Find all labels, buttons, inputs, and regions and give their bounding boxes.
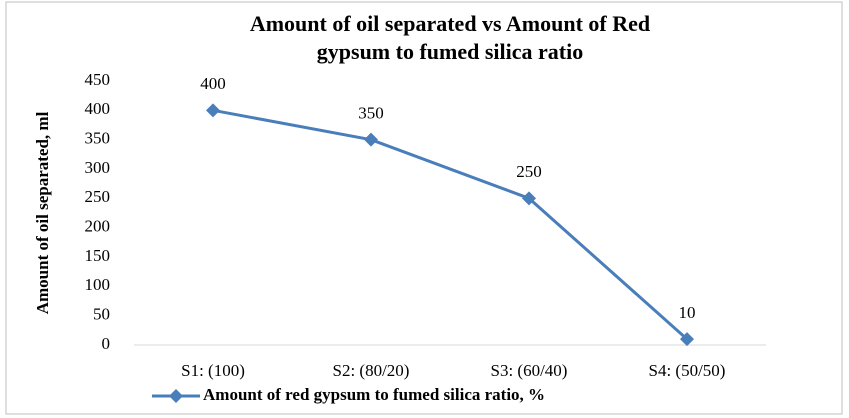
- x-tick-label: S3: (60/40): [491, 361, 568, 380]
- legend-marker: [169, 389, 183, 403]
- data-marker: [364, 132, 378, 147]
- y-axis-label: Amount of oil separated, ml: [33, 111, 52, 314]
- data-label: 350: [358, 104, 384, 123]
- y-tick-label: 0: [102, 334, 111, 353]
- legend-label: Amount of red gypsum to fumed silica rat…: [203, 385, 545, 404]
- y-tick-label: 100: [85, 275, 111, 294]
- y-tick-label: 150: [85, 246, 111, 265]
- y-tick-label: 300: [85, 158, 111, 177]
- data-marker: [206, 103, 220, 118]
- x-tick-label: S1: (100): [181, 361, 245, 380]
- y-tick-label: 450: [85, 70, 111, 89]
- chart-title: Amount of oil separated vs Amount of Red: [250, 11, 650, 36]
- data-line: [212, 108, 688, 341]
- y-tick-label: 50: [93, 305, 110, 324]
- y-tick-label: 350: [85, 129, 111, 148]
- chart-title: gypsum to fumed silica ratio: [317, 39, 583, 64]
- data-label: 400: [200, 74, 226, 93]
- y-tick-label: 200: [85, 217, 111, 236]
- data-marker: [522, 191, 536, 206]
- data-label: 10: [679, 303, 696, 322]
- y-tick-label: 400: [85, 99, 111, 118]
- x-tick-label: S4: (50/50): [649, 361, 726, 380]
- data-label: 250: [516, 162, 542, 181]
- y-tick-label: 250: [85, 187, 111, 206]
- data-marker: [680, 332, 694, 347]
- x-tick-label: S2: (80/20): [333, 361, 410, 380]
